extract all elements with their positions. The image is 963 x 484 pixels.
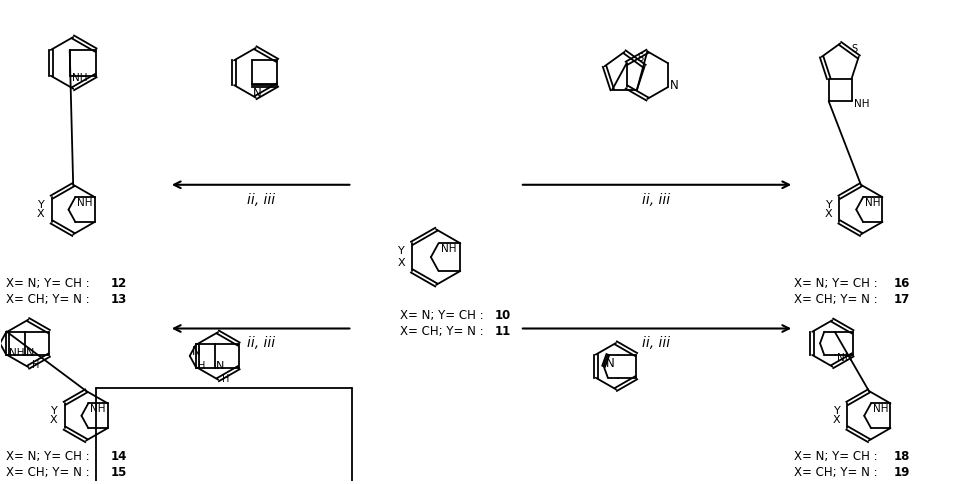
Text: N: N	[216, 361, 224, 371]
Text: 19: 19	[894, 466, 910, 479]
Text: X= CH; Y= N :: X= CH; Y= N :	[794, 466, 881, 479]
Text: ii, iii: ii, iii	[247, 336, 274, 350]
Text: 12: 12	[111, 277, 127, 290]
Text: NH: NH	[71, 73, 88, 83]
Text: Y: Y	[399, 246, 405, 256]
Text: 11: 11	[495, 325, 511, 337]
Text: ii, iii: ii, iii	[642, 336, 670, 350]
Text: H: H	[221, 374, 229, 384]
Text: X= N; Y= CH :: X= N; Y= CH :	[794, 451, 881, 464]
Text: X= N; Y= CH :: X= N; Y= CH :	[7, 277, 93, 290]
Text: NH: NH	[77, 198, 92, 208]
Text: X: X	[398, 258, 405, 268]
Text: X= N; Y= CH :: X= N; Y= CH :	[794, 277, 881, 290]
Text: NH: NH	[837, 353, 852, 363]
Text: Y: Y	[51, 407, 58, 416]
Text: 13: 13	[111, 293, 127, 306]
Text: X: X	[833, 415, 841, 425]
Text: S: S	[851, 44, 858, 54]
Text: S: S	[638, 53, 643, 63]
Text: Y: Y	[825, 200, 832, 210]
Text: N: N	[670, 78, 679, 91]
Text: NH: NH	[853, 99, 870, 109]
Text: N: N	[606, 357, 614, 370]
Text: Y: Y	[38, 200, 44, 210]
Text: N: N	[26, 348, 35, 358]
Text: NH: NH	[865, 198, 880, 208]
Text: 14: 14	[111, 451, 127, 464]
Text: NH: NH	[440, 244, 456, 254]
Text: 15: 15	[111, 466, 127, 479]
Text: H: H	[197, 361, 205, 371]
Text: 10: 10	[495, 309, 511, 322]
Text: Y: Y	[834, 407, 841, 416]
Text: X: X	[50, 415, 58, 425]
Text: ii, iii: ii, iii	[642, 193, 670, 207]
Text: X= N; Y= CH :: X= N; Y= CH :	[401, 309, 487, 322]
Text: X= CH; Y= N :: X= CH; Y= N :	[7, 293, 93, 306]
Text: X= CH; Y= N :: X= CH; Y= N :	[794, 293, 881, 306]
Text: X: X	[824, 209, 832, 219]
Text: NH: NH	[91, 404, 106, 414]
Text: 16: 16	[894, 277, 910, 290]
Text: X: X	[37, 209, 44, 219]
Text: X= CH; Y= N :: X= CH; Y= N :	[7, 466, 93, 479]
Text: NH: NH	[873, 404, 889, 414]
Text: X= N; Y= CH :: X= N; Y= CH :	[7, 451, 93, 464]
Text: NH: NH	[9, 348, 24, 358]
Text: N: N	[192, 346, 200, 358]
Text: 18: 18	[894, 451, 910, 464]
Text: N: N	[253, 87, 262, 100]
Text: H: H	[32, 360, 39, 370]
Text: 17: 17	[894, 293, 910, 306]
Text: X= CH; Y= N :: X= CH; Y= N :	[401, 325, 487, 337]
Text: ii, iii: ii, iii	[247, 193, 274, 207]
